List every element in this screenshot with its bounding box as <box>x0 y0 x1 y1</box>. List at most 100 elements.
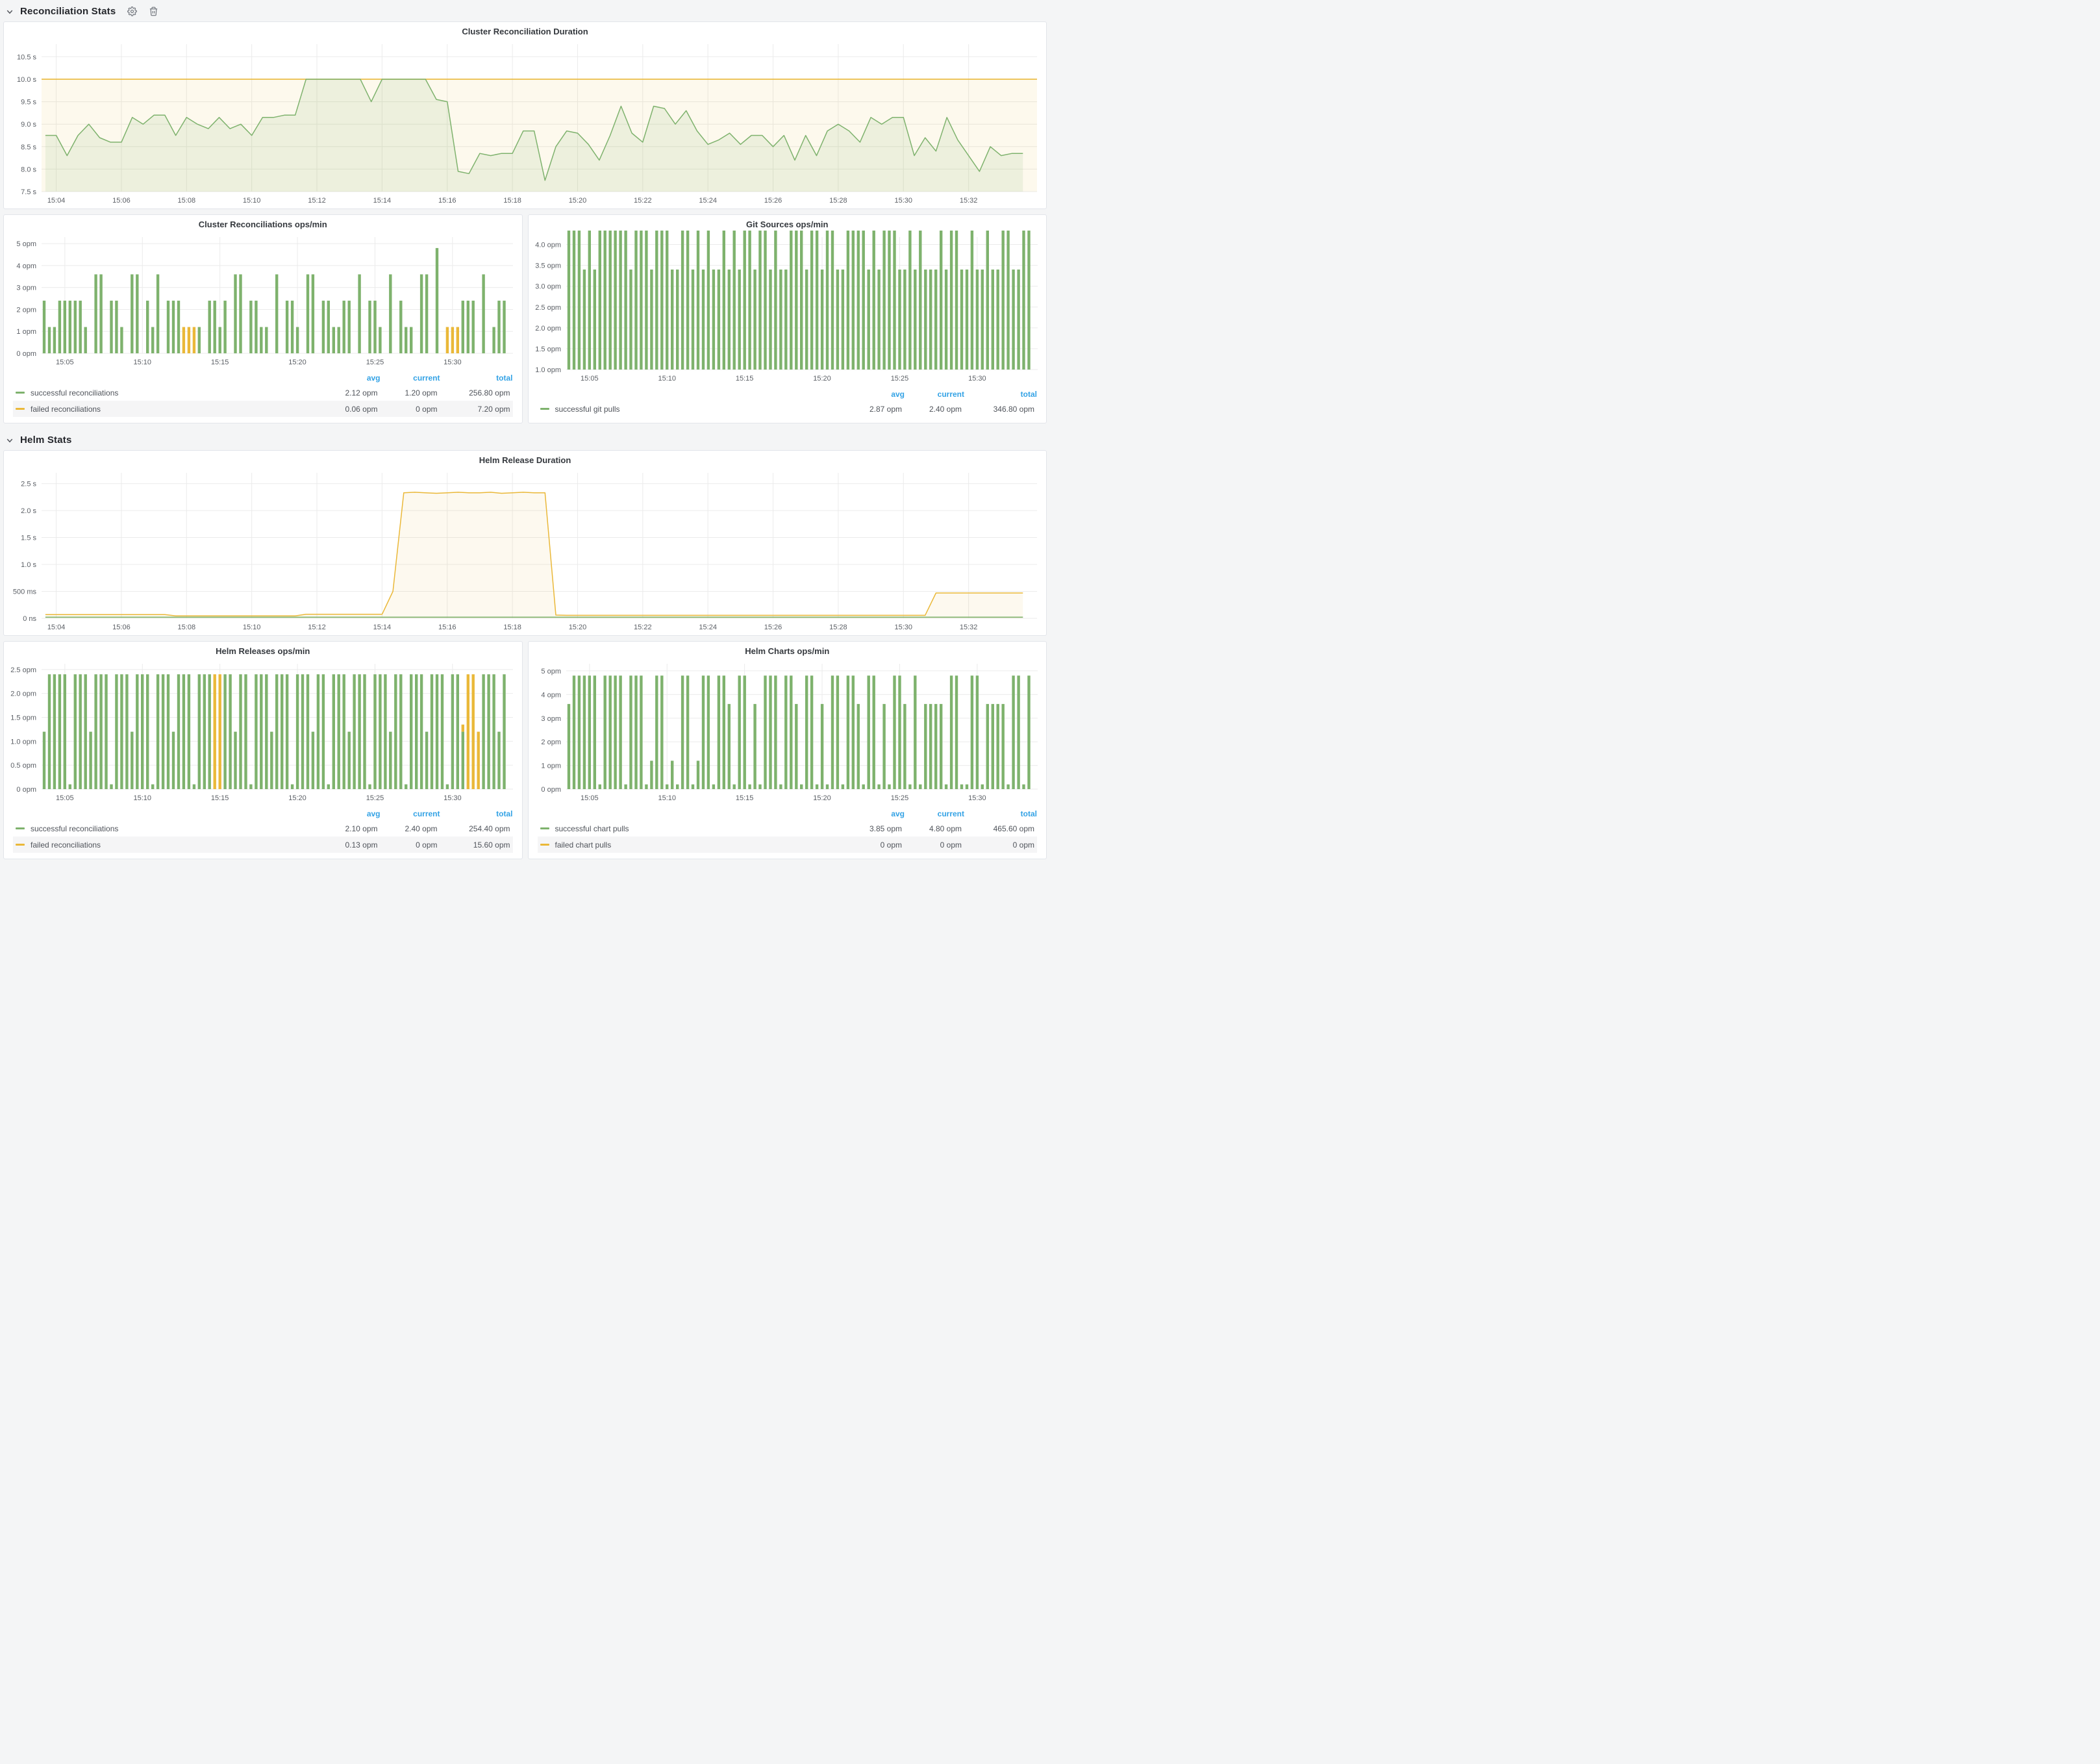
svg-text:15:20: 15:20 <box>569 624 587 631</box>
svg-text:15:15: 15:15 <box>211 359 229 366</box>
legend-col-current[interactable]: current <box>381 373 440 383</box>
legend-col-avg[interactable]: avg <box>845 809 905 818</box>
svg-text:15:18: 15:18 <box>503 197 521 205</box>
section-header-helm-stats[interactable]: Helm Stats <box>3 429 1047 450</box>
section-title[interactable]: Helm Stats <box>20 435 72 446</box>
legend-row: failed reconciliations0.06 opm0 opm7.20 … <box>13 401 513 417</box>
legend-value-total: 256.80 opm <box>438 388 510 397</box>
svg-text:7.5 s: 7.5 s <box>21 188 36 196</box>
panel-title[interactable]: Cluster Reconciliations ops/min <box>4 215 522 231</box>
helm-releases-chart[interactable]: 15:0515:1015:1515:2015:2515:300 opm0.5 o… <box>4 657 522 806</box>
legend-value-avg: 0.06 opm <box>318 405 378 414</box>
section-title[interactable]: Reconciliation Stats <box>20 6 116 17</box>
svg-text:15:04: 15:04 <box>47 197 66 205</box>
svg-text:15:10: 15:10 <box>658 794 676 802</box>
svg-text:15:20: 15:20 <box>813 375 831 383</box>
legend-value-total: 7.20 opm <box>438 405 510 414</box>
legend-series-label[interactable]: successful chart pulls <box>555 824 629 833</box>
svg-text:2.5 s: 2.5 s <box>21 481 36 488</box>
gear-icon[interactable] <box>127 6 137 16</box>
svg-text:15:16: 15:16 <box>438 624 456 631</box>
legend-col-avg[interactable]: avg <box>845 390 905 399</box>
svg-text:15:30: 15:30 <box>444 359 462 366</box>
legend: avgcurrenttotalsuccessful chart pulls3.8… <box>529 806 1047 859</box>
svg-text:1 opm: 1 opm <box>541 762 561 770</box>
legend-row: successful git pulls2.87 opm2.40 opm346.… <box>538 401 1038 417</box>
svg-text:9.5 s: 9.5 s <box>21 99 36 107</box>
legend-col-total[interactable]: total <box>964 809 1037 818</box>
series-color-dash <box>540 844 549 846</box>
legend-value-current: 2.40 opm <box>378 824 438 833</box>
panel-title[interactable]: Helm Releases ops/min <box>4 642 522 657</box>
legend-series-label[interactable]: successful reconciliations <box>31 388 118 397</box>
svg-text:3.0 opm: 3.0 opm <box>535 283 561 291</box>
helm-charts-chart[interactable]: 15:0515:1015:1515:2015:2515:300 opm1 opm… <box>529 657 1047 806</box>
legend-value-current: 2.40 opm <box>902 405 962 414</box>
legend-value-avg: 2.12 opm <box>318 388 378 397</box>
svg-text:15:15: 15:15 <box>735 794 753 802</box>
svg-text:3 opm: 3 opm <box>16 284 36 292</box>
legend: avgcurrenttotal successful reconciliation… <box>4 370 522 423</box>
legend-value-total: 346.80 opm <box>962 405 1034 414</box>
chevron-down-icon <box>6 8 14 16</box>
legend-col-current[interactable]: current <box>381 809 440 818</box>
legend-col-avg[interactable]: avg <box>321 373 381 383</box>
svg-text:15:26: 15:26 <box>764 197 782 205</box>
series-color-dash <box>16 827 25 829</box>
panel-title[interactable]: Cluster Reconciliation Duration <box>4 22 1046 38</box>
panel-title[interactable]: Helm Release Duration <box>4 451 1046 466</box>
svg-text:15:06: 15:06 <box>112 197 131 205</box>
svg-text:15:05: 15:05 <box>56 794 74 802</box>
svg-text:15:28: 15:28 <box>829 197 847 205</box>
legend-value-avg: 0.13 opm <box>318 840 378 850</box>
legend-col-current[interactable]: current <box>905 809 964 818</box>
cluster-reconciliations-chart[interactable]: 15:0515:1015:1515:2015:2515:300 opm1 opm… <box>4 231 522 370</box>
svg-text:15:10: 15:10 <box>243 624 261 631</box>
legend-value-current: 1.20 opm <box>378 388 438 397</box>
legend-col-total[interactable]: total <box>440 809 513 818</box>
legend-series-label[interactable]: successful reconciliations <box>31 824 118 833</box>
legend-series-label[interactable]: failed chart pulls <box>555 840 612 850</box>
svg-text:15:06: 15:06 <box>112 624 131 631</box>
svg-text:3.5 opm: 3.5 opm <box>535 262 561 270</box>
svg-text:0 opm: 0 opm <box>16 786 36 794</box>
panel-title[interactable]: Helm Charts ops/min <box>529 642 1047 657</box>
svg-text:8.0 s: 8.0 s <box>21 166 36 173</box>
svg-text:15:22: 15:22 <box>634 197 652 205</box>
cluster-reconciliation-duration-chart[interactable]: 15:0415:0615:0815:1015:1215:1415:1615:18… <box>4 38 1046 208</box>
section-header-reconciliation-stats[interactable]: Reconciliation Stats <box>3 0 1047 21</box>
svg-text:15:14: 15:14 <box>373 197 392 205</box>
panel-cluster-reconciliation-duration: Cluster Reconciliation Duration 15:04 15:… <box>3 21 1047 209</box>
legend-col-total[interactable]: total <box>440 373 513 383</box>
svg-text:15:12: 15:12 <box>308 197 326 205</box>
svg-text:1 opm: 1 opm <box>16 328 36 336</box>
legend-header-row: avgcurrenttotal <box>13 807 513 820</box>
trash-icon[interactable] <box>149 6 158 16</box>
svg-text:4 opm: 4 opm <box>541 691 561 699</box>
panel-helm-release-duration: Helm Release Duration 15:0415:0615:0815:… <box>3 450 1047 636</box>
legend-col-total[interactable]: total <box>964 390 1037 399</box>
legend-header-row: avgcurrenttotal <box>13 372 513 384</box>
svg-text:15:25: 15:25 <box>890 375 908 383</box>
legend-col-avg[interactable]: avg <box>321 809 381 818</box>
legend-value-current: 0 opm <box>378 840 438 850</box>
svg-text:2.0 opm: 2.0 opm <box>10 690 36 698</box>
git-sources-chart[interactable]: 15:0515:1015:1515:2015:2515:301.0 opm1.5… <box>529 231 1047 386</box>
svg-text:1.0 s: 1.0 s <box>21 561 36 569</box>
svg-text:15:32: 15:32 <box>960 197 978 205</box>
panel-git-sources-opm: Git Sources ops/min 15:0515:1015:1515:20… <box>528 214 1047 423</box>
svg-text:2.0 s: 2.0 s <box>21 507 36 515</box>
panel-title[interactable]: Git Sources ops/min <box>529 215 1047 231</box>
svg-text:15:24: 15:24 <box>699 624 717 631</box>
legend-series-label[interactable]: failed reconciliations <box>31 405 101 414</box>
legend-series-label[interactable]: failed reconciliations <box>31 840 101 850</box>
legend-series-label[interactable]: successful git pulls <box>555 405 620 414</box>
svg-text:1.0 opm: 1.0 opm <box>10 738 36 746</box>
legend-col-current[interactable]: current <box>905 390 964 399</box>
series-color-dash <box>16 408 25 410</box>
svg-text:15:30: 15:30 <box>968 794 986 802</box>
svg-text:15:30: 15:30 <box>894 624 912 631</box>
legend-value-total: 465.60 opm <box>962 824 1034 833</box>
svg-text:2.0 opm: 2.0 opm <box>535 325 561 333</box>
helm-release-duration-chart[interactable]: 15:0415:0615:0815:1015:1215:1415:1615:18… <box>4 466 1046 635</box>
